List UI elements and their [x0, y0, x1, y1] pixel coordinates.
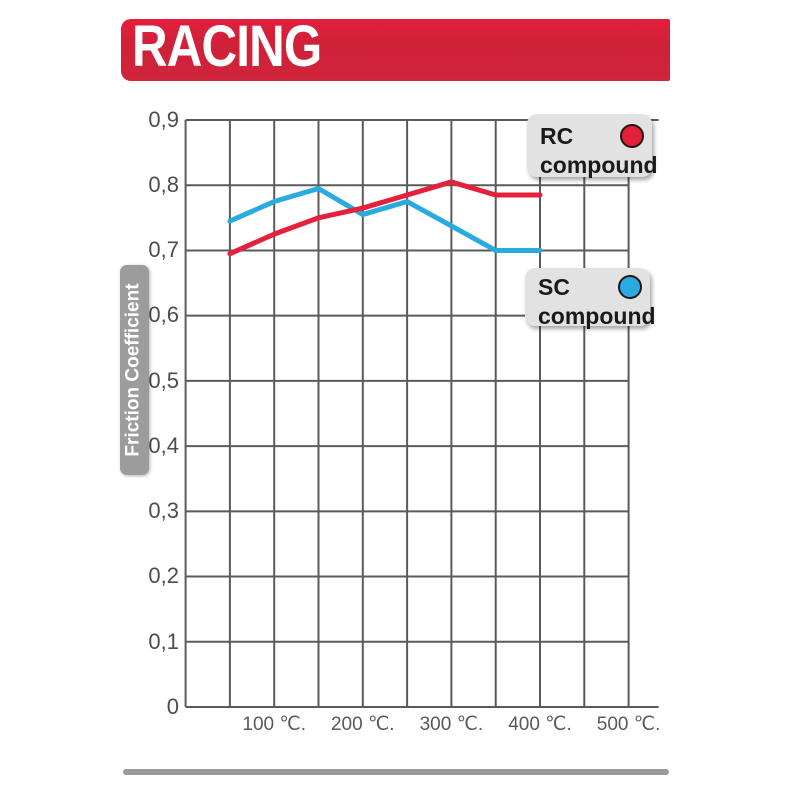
svg-text:0,5: 0,5	[148, 368, 179, 393]
svg-text:0: 0	[167, 694, 179, 719]
svg-text:0,6: 0,6	[148, 302, 179, 327]
svg-text:0,4: 0,4	[148, 433, 179, 458]
svg-text:0,2: 0,2	[148, 563, 179, 588]
svg-text:400 ℃.: 400 ℃.	[508, 714, 572, 735]
svg-text:0,9: 0,9	[148, 107, 179, 132]
svg-text:0,1: 0,1	[148, 629, 179, 654]
svg-text:0,7: 0,7	[148, 237, 179, 262]
svg-text:300 ℃.: 300 ℃.	[420, 714, 484, 735]
svg-text:100 ℃.: 100 ℃.	[242, 714, 306, 735]
svg-text:0,3: 0,3	[148, 498, 179, 523]
svg-text:0,8: 0,8	[148, 172, 179, 197]
svg-text:200 ℃.: 200 ℃.	[331, 714, 395, 735]
svg-text:500 ℃.: 500 ℃.	[597, 714, 661, 735]
